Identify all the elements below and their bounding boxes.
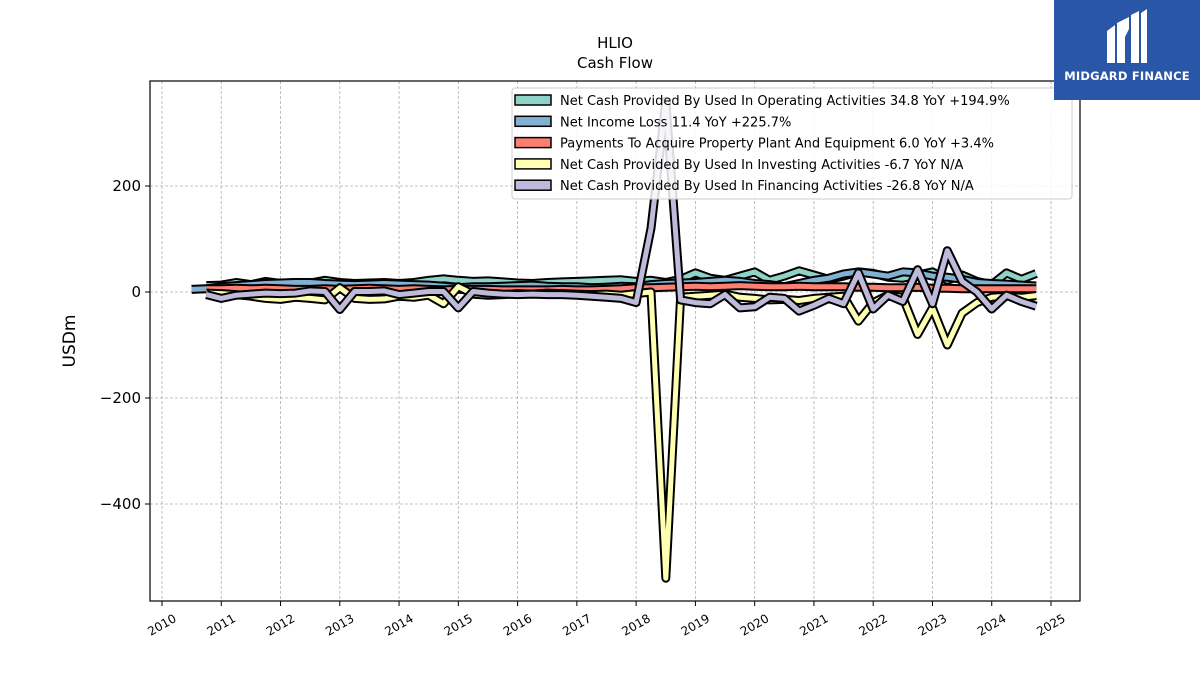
x-tick-label: 2017 xyxy=(560,611,593,638)
legend-entry: Net Cash Provided By Used In Operating A… xyxy=(560,94,1010,109)
legend-entry: Net Cash Provided By Used In Investing A… xyxy=(560,158,963,173)
series-line xyxy=(205,98,1037,314)
x-tick-label: 2021 xyxy=(797,611,830,638)
series-layer xyxy=(191,96,1038,583)
legend-swatch xyxy=(514,136,552,149)
x-tick-label: 2019 xyxy=(679,611,712,638)
x-tick-label: 2010 xyxy=(145,611,178,638)
x-tick-label: 2024 xyxy=(975,611,1008,638)
x-tick-label: 2018 xyxy=(619,611,652,638)
y-tick-label: 0 xyxy=(131,283,141,301)
y-tick-label: −200 xyxy=(100,389,141,407)
x-tick-label: 2023 xyxy=(916,611,949,638)
x-tick-label: 2025 xyxy=(1034,611,1067,638)
x-tick-label: 2016 xyxy=(501,611,534,638)
legend-swatch xyxy=(514,115,552,128)
x-tick-label: 2022 xyxy=(856,611,889,638)
legend-swatch xyxy=(514,158,552,170)
chart-title: HLIO xyxy=(597,34,633,52)
legend-swatch xyxy=(514,179,552,191)
x-tick-label: 2011 xyxy=(205,611,238,638)
y-tick-label: −400 xyxy=(100,495,141,513)
chart-subtitle: Cash Flow xyxy=(577,54,653,72)
legend-swatch xyxy=(514,94,552,106)
x-tick-label: 2013 xyxy=(323,611,356,638)
x-tick-label: 2014 xyxy=(382,611,415,638)
x-tick-label: 2012 xyxy=(264,611,297,638)
series-4 xyxy=(206,282,1037,583)
series-line-outline xyxy=(206,282,1037,583)
x-axis: 2010 2011 2012 2013 2014 2015 2016 2017 2018 2019… xyxy=(145,601,1068,639)
y-tick-label: 200 xyxy=(112,177,141,195)
x-tick-label: 2015 xyxy=(442,611,475,638)
brand-name: MIDGARD FINANCE xyxy=(1064,69,1190,83)
series-5 xyxy=(205,96,1038,316)
legend: Net Cash Provided By Used In Operating A… xyxy=(511,87,1073,200)
legend-entry: Net Cash Provided By Used In Financing A… xyxy=(560,179,974,194)
midgard-logo-icon xyxy=(1107,9,1147,63)
brand-logo: MIDGARD FINANCE xyxy=(1054,0,1200,100)
legend-entry: Payments To Acquire Property Plant And E… xyxy=(560,137,994,152)
y-axis: 200 0 −200 −400 xyxy=(100,177,150,513)
y-axis-label: USDm xyxy=(60,315,80,368)
x-tick-label: 2020 xyxy=(738,611,771,638)
plot-frame xyxy=(149,80,1081,602)
legend-box xyxy=(511,87,1073,200)
legend-entry: Net Income Loss 11.4 YoY +225.7% xyxy=(560,115,791,130)
